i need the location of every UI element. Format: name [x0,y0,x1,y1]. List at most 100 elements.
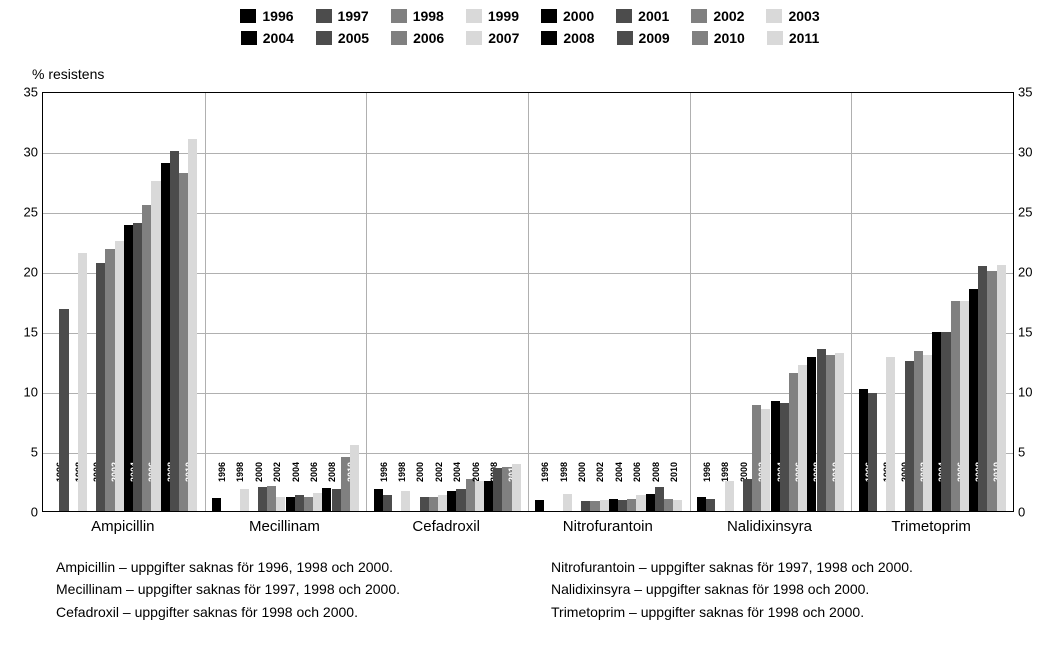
bar [456,489,465,511]
bar-year-label: 1998 [877,467,886,507]
figure-root: 19961997199819992000200120022003 2004200… [0,0,1047,660]
bar [161,163,170,511]
bar-year-label: 2010 [987,467,996,507]
ytick-left: 15 [16,325,38,340]
bar [835,353,844,511]
legend-swatch [766,9,782,23]
legend-label: 1997 [338,8,369,24]
bar-year-label: 2002 [590,467,599,507]
bar [179,173,188,511]
legend-item: 2010 [692,30,745,46]
legend-swatch [466,31,482,45]
bar-year-label: 2010 [179,467,188,507]
bar-year-label: 2008 [646,467,655,507]
y-axis-label: % resistens [32,66,104,82]
legend-item: 2008 [541,30,594,46]
legend-swatch [316,9,332,23]
bar [706,499,715,511]
legend-label: 2010 [714,30,745,46]
bar-year-label: 2006 [627,467,636,507]
ytick-left: 10 [16,385,38,400]
bar-year-label: 2004 [447,467,456,507]
footnote-line: Cefadroxil – uppgifter saknas för 1998 o… [56,601,511,623]
category-label: Mecillinam [204,518,366,535]
bar-year-label: 2002 [914,467,923,507]
legend-swatch [767,31,783,45]
bar-year-label: 2008 [969,467,978,507]
bar [276,497,285,511]
legend-label: 2011 [789,30,819,46]
bar-year-label: 2002 [752,467,761,507]
legend-label: 2007 [488,30,519,46]
footnote-line: Nalidixinsyra – uppgifter saknas för 199… [551,578,1006,600]
footnote-line: Nitrofurantoin – uppgifter saknas för 19… [551,556,1006,578]
bar [817,349,826,511]
bar [923,355,932,511]
bar-year-label: 2000 [249,467,258,507]
category-label: Ampicillin [42,518,204,535]
bar [115,241,124,511]
bar [151,181,160,511]
bar [420,497,429,511]
ytick-right: 35 [1018,85,1032,100]
bar-year-label: 1998 [392,467,401,507]
bar-year-label: 2000 [410,467,419,507]
bar [401,491,410,511]
bar [59,309,68,511]
legend-item: 2011 [767,30,819,46]
bar-year-label: 2000 [895,467,904,507]
bar [350,445,359,511]
legend-item: 2003 [766,8,819,24]
bar [240,489,249,511]
category-label: Nalidixinsyra [689,518,851,535]
bar-year-label: 1996 [859,467,868,507]
legend-swatch [541,9,557,23]
bar-year-label: 2004 [609,467,618,507]
legend-item: 2004 [241,30,294,46]
bar-year-label: 2004 [124,467,133,507]
bar-year-label: 1996 [212,467,221,507]
footnote-column: Nitrofurantoin – uppgifter saknas för 19… [551,556,1006,623]
legend-swatch [391,9,407,23]
legend-item: 2001 [616,8,669,24]
bar-year-label: 1998 [69,467,78,507]
legend-label: 2002 [713,8,744,24]
gridline-v [366,93,367,511]
legend-item: 1999 [466,8,519,24]
bar-year-label: 1996 [697,467,706,507]
bar [475,481,484,511]
ytick-right: 20 [1018,265,1032,280]
bar-year-label: 2006 [789,467,798,507]
ytick-left: 0 [16,505,38,520]
legend-swatch [466,9,482,23]
bar-year-label: 2010 [826,467,835,507]
bar [78,253,87,511]
legend-item: 1998 [391,8,444,24]
bar [960,301,969,511]
ytick-right: 10 [1018,385,1032,400]
bar-year-label: 1996 [374,467,383,507]
legend-item: 1997 [316,8,369,24]
legend-swatch [391,31,407,45]
bar [295,495,304,511]
bar [383,495,392,511]
legend-label: 1999 [488,8,519,24]
legend-row: 20042005200620072008200920102011 [140,30,920,46]
legend-swatch [241,31,257,45]
ytick-right: 30 [1018,145,1032,160]
bar-year-label: 1996 [535,467,544,507]
bar-year-label: 1998 [715,467,724,507]
footnote-line: Ampicillin – uppgifter saknas för 1996, … [56,556,511,578]
category-label: Trimetoprim [850,518,1012,535]
legend-label: 2003 [788,8,819,24]
bar [96,263,105,511]
ytick-left: 30 [16,145,38,160]
bar [133,223,142,511]
legend-item: 2007 [466,30,519,46]
bar-year-label: 2010 [341,467,350,507]
bar [655,487,664,511]
ytick-right: 0 [1018,505,1025,520]
legend-label: 2009 [639,30,670,46]
bar-year-label: 2010 [502,467,511,507]
bar [512,464,521,511]
